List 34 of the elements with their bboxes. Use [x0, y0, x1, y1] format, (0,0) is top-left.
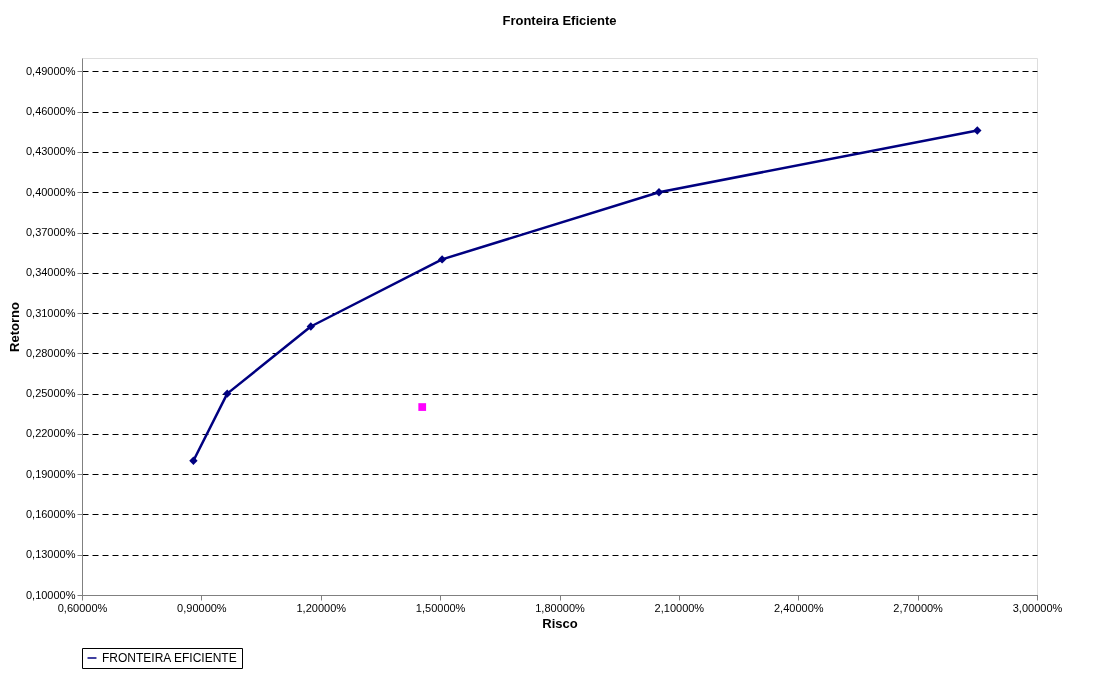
y-tick-label: 0,43000%: [25, 145, 76, 158]
y-axis-title: Retorno: [6, 302, 22, 352]
y-tick-label: 0,10000%: [25, 588, 76, 601]
y-tick-label: 0,13000%: [25, 548, 76, 561]
y-tick-label: 0,49000%: [25, 64, 76, 77]
y-tick-label: 0,40000%: [25, 185, 76, 198]
point: [306, 322, 315, 331]
legend-label: FRONTEIRA EFICIENTE: [102, 651, 237, 665]
y-tick-label: 0,16000%: [25, 507, 76, 520]
y-tick-label: 0,28000%: [25, 346, 76, 359]
point: [654, 188, 664, 197]
x-tick-label: 1,20000%: [296, 601, 347, 614]
chart-title: Fronteira Eficiente: [502, 13, 617, 28]
x-tick-label: 2,10000%: [654, 601, 705, 614]
point: [223, 389, 232, 398]
x-axis-title: Risco: [542, 615, 578, 631]
y-tick-label: 0,22000%: [25, 427, 76, 440]
y-tick-label: 0,31000%: [25, 306, 76, 319]
y-tick-label: 0,19000%: [25, 467, 76, 480]
x-tick-label: 2,70000%: [893, 601, 944, 614]
y-tick-label: 0,34000%: [25, 266, 76, 279]
y-tick-label: 0,37000%: [25, 226, 76, 239]
y-tick-label: 0,25000%: [25, 387, 76, 400]
point: [189, 456, 198, 465]
x-tick-label: 0,90000%: [177, 601, 227, 614]
point: [973, 126, 982, 135]
y-tick-label: 0,46000%: [25, 105, 76, 118]
x-tick-label: 1,50000%: [415, 601, 466, 614]
x-tick-label: 2,40000%: [773, 601, 824, 614]
x-tick-label: 3,00000%: [1012, 601, 1063, 614]
x-tick-label: 1,80000%: [535, 601, 585, 614]
x-tick-label: 0,60000%: [57, 601, 108, 614]
point: [437, 255, 447, 264]
point: [418, 403, 427, 411]
